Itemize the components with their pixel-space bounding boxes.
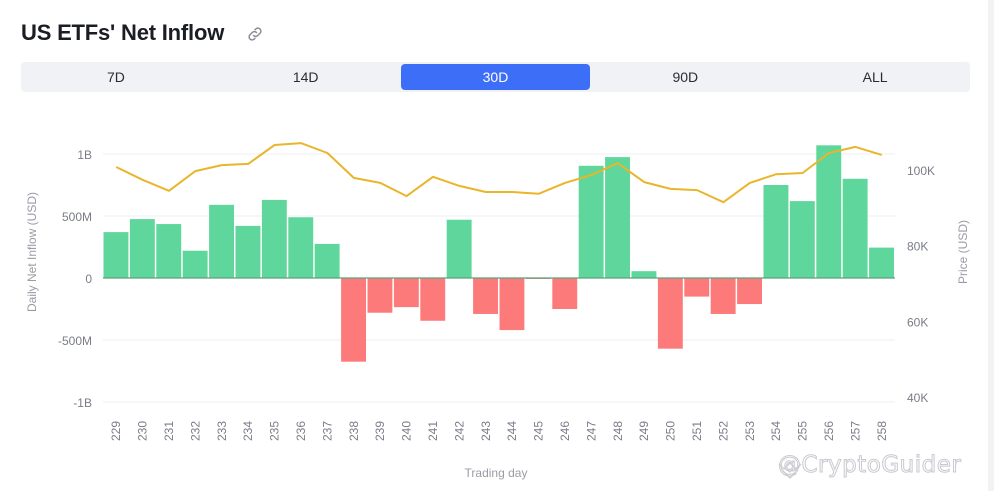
x-tick-label: 233 xyxy=(215,421,229,441)
inflow-bar[interactable] xyxy=(209,204,234,278)
outflow-bar[interactable] xyxy=(420,278,446,321)
price-line[interactable] xyxy=(115,142,883,204)
y2-tick-label: 80K xyxy=(907,240,928,254)
outflow-bar[interactable] xyxy=(367,278,393,313)
x-tick-label: 230 xyxy=(136,421,150,441)
y2-tick-label: 100K xyxy=(907,164,935,178)
inflow-bar[interactable] xyxy=(235,225,261,278)
inflow-bar[interactable] xyxy=(446,219,472,278)
x-tick-label: 241 xyxy=(426,421,440,441)
tab-7d[interactable]: 7D xyxy=(106,69,125,85)
inflow-bar[interactable] xyxy=(578,165,604,278)
watermark: @CryptoGuider xyxy=(777,452,962,479)
x-tick-label: 246 xyxy=(558,421,572,441)
page-edge xyxy=(988,0,994,491)
outflow-bar[interactable] xyxy=(737,278,762,305)
x-tick-label: 257 xyxy=(848,421,862,441)
x-tick-label: 238 xyxy=(347,421,361,441)
x-tick-label: 253 xyxy=(743,421,757,441)
binance-logo-icon xyxy=(778,462,802,479)
x-tick-label: 250 xyxy=(664,421,678,441)
inflow-bar[interactable] xyxy=(288,217,314,278)
x-tick-label: 248 xyxy=(611,421,625,441)
inflow-bar[interactable] xyxy=(314,243,340,278)
y2-tick-label: 60K xyxy=(907,315,928,329)
x-tick-label: 256 xyxy=(822,421,836,441)
x-tick-label: 234 xyxy=(241,421,255,441)
x-tick-label: 229 xyxy=(109,421,123,441)
y-axis-title: Daily Net Inflow (USD) xyxy=(25,192,39,312)
inflow-bar[interactable] xyxy=(763,185,789,278)
inflow-bar[interactable] xyxy=(261,199,287,278)
tab-all[interactable]: ALL xyxy=(862,69,888,85)
y-tick-label: 500M xyxy=(62,210,92,224)
y-tick-label: -500M xyxy=(58,334,92,348)
y-tick-label: -1B xyxy=(73,396,92,410)
x-tick-label: 242 xyxy=(452,421,466,441)
inflow-bar[interactable] xyxy=(842,178,868,278)
tab-14d[interactable]: 14D xyxy=(292,69,319,85)
inflow-bar[interactable] xyxy=(816,145,842,278)
outflow-bar[interactable] xyxy=(710,278,736,314)
x-tick-label: 254 xyxy=(769,421,783,441)
x-tick-label: 231 xyxy=(162,421,176,441)
outflow-bar[interactable] xyxy=(552,278,578,309)
inflow-bar[interactable] xyxy=(631,271,657,278)
inflow-bar[interactable] xyxy=(869,247,894,278)
y-tick-label: 1B xyxy=(77,148,92,162)
x-axis-title: Trading day xyxy=(465,466,528,480)
inflow-bar[interactable] xyxy=(789,201,815,278)
x-tick-label: 258 xyxy=(875,421,889,441)
x-tick-label: 239 xyxy=(373,421,387,441)
y-tick-label: 0 xyxy=(85,272,92,286)
outflow-bar[interactable] xyxy=(684,278,710,297)
x-tick-label: 240 xyxy=(400,421,414,441)
x-tick-label: 252 xyxy=(716,421,730,441)
x-tick-label: 237 xyxy=(320,421,334,441)
inflow-bar[interactable] xyxy=(605,157,630,278)
outflow-bar[interactable] xyxy=(393,278,419,308)
inflow-bar[interactable] xyxy=(129,219,155,278)
x-tick-label: 255 xyxy=(796,421,810,441)
x-tick-label: 235 xyxy=(268,421,282,441)
inflow-bar[interactable] xyxy=(103,232,129,278)
inflow-bar[interactable] xyxy=(156,224,182,278)
x-tick-label: 249 xyxy=(637,421,651,441)
y2-axis-title: Price (USD) xyxy=(956,220,970,284)
outflow-bar[interactable] xyxy=(657,278,683,349)
x-tick-label: 247 xyxy=(584,421,598,441)
page-title: US ETFs' Net Inflow xyxy=(21,20,225,45)
x-tick-label: 232 xyxy=(188,421,202,441)
inflow-bar[interactable] xyxy=(182,250,208,278)
outflow-bar[interactable] xyxy=(341,278,366,362)
x-tick-label: 236 xyxy=(294,421,308,441)
link-icon[interactable] xyxy=(246,25,264,43)
outflow-bar[interactable] xyxy=(499,278,525,331)
x-tick-label: 244 xyxy=(505,421,519,441)
x-tick-label: 243 xyxy=(479,421,493,441)
tab-30d[interactable]: 30D xyxy=(400,64,591,90)
outflow-bar[interactable] xyxy=(473,278,498,314)
y2-tick-label: 40K xyxy=(907,391,928,405)
x-tick-label: 245 xyxy=(532,421,546,441)
tab-90d[interactable]: 90D xyxy=(672,69,699,85)
x-tick-label: 251 xyxy=(690,421,704,441)
time-range-tabs: 7D 14D 30D 90D ALL xyxy=(21,62,970,92)
